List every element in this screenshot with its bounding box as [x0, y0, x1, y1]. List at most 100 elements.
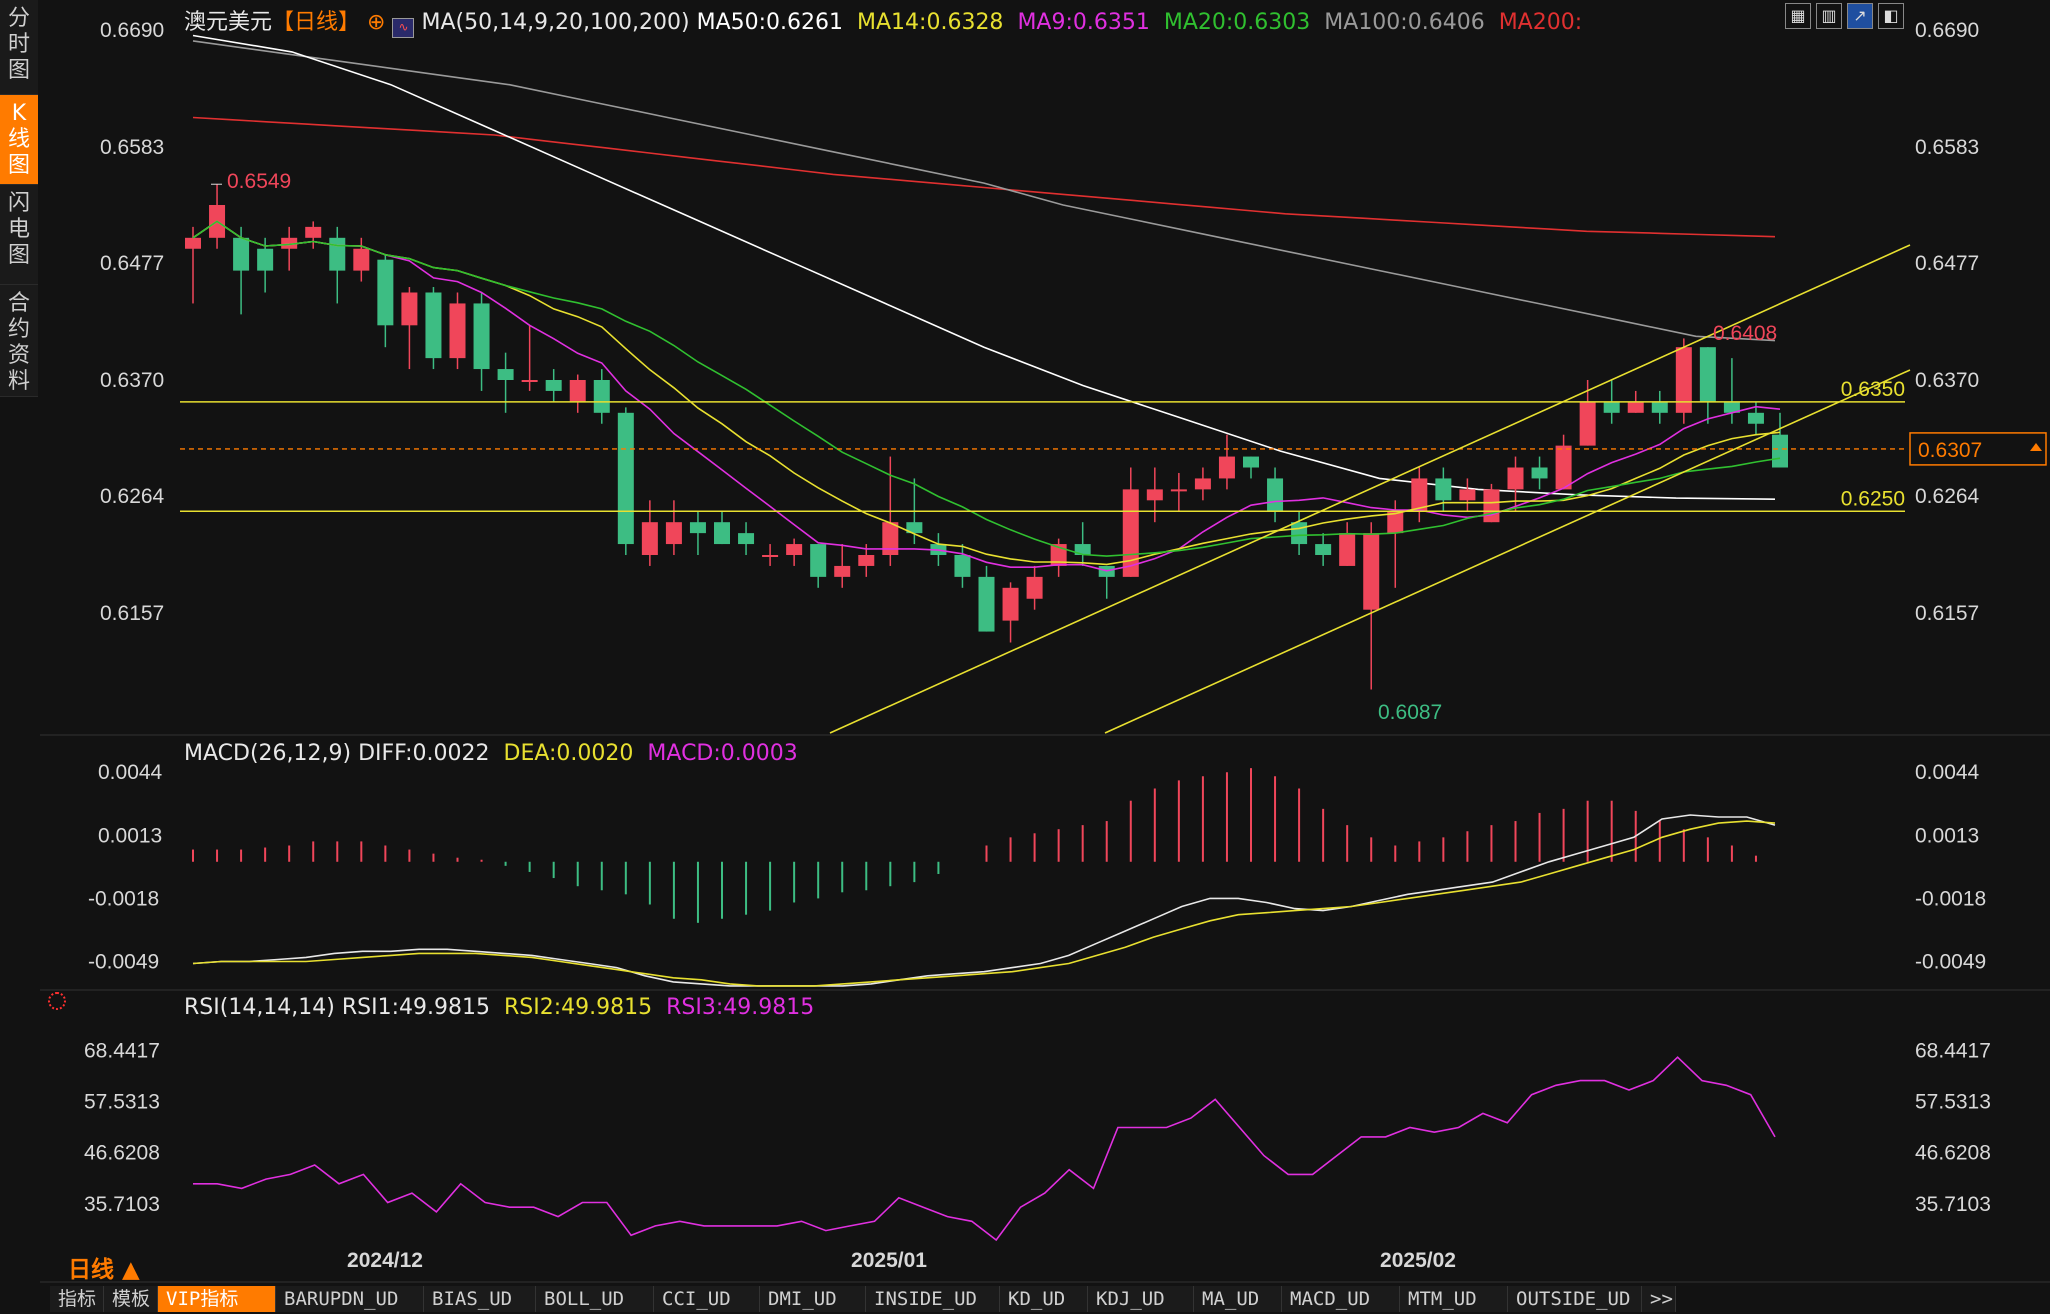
- ma50-value: MA50:0.6261: [696, 10, 844, 35]
- candle-body: [497, 369, 514, 380]
- candle-body: [1074, 544, 1091, 555]
- candle-body: [1050, 544, 1067, 566]
- candle-body: [281, 237, 298, 249]
- toolbar-item-barupdn-ud[interactable]: BARUPDN_UD: [276, 1286, 424, 1312]
- rsi-header: RSI(14,14,14) RSI1:49.9815 RSI2:49.9815 …: [184, 995, 814, 1020]
- period-footer[interactable]: 日线 ▲: [68, 1257, 140, 1283]
- candle-body: [1555, 445, 1572, 490]
- toolbar-item--[interactable]: 模板: [104, 1286, 158, 1312]
- indicator-icon[interactable]: ∿: [392, 18, 415, 38]
- candle-body: [1459, 489, 1476, 501]
- toolbar-item-kdj-ud[interactable]: KDJ_UD: [1088, 1286, 1194, 1312]
- trendline-lower: [1104, 369, 1911, 734]
- candle-body: [473, 303, 490, 370]
- price-axis-right-label: 0.6583: [1915, 136, 1979, 159]
- x-axis-date-label: 2025/01: [851, 1249, 927, 1272]
- macd-diff-line: [192, 814, 1776, 987]
- ma14-value: MA14:0.6328: [857, 10, 1004, 35]
- candle-body: [1339, 533, 1356, 566]
- candle-body: [617, 412, 634, 545]
- resistance-label: 0.6350: [1841, 378, 1905, 401]
- price-axis-right-label: 0.6690: [1915, 19, 1979, 42]
- candle-body: [1026, 576, 1043, 599]
- ma200-value: MA200:: [1498, 10, 1583, 35]
- toolbar-item--[interactable]: >>: [1642, 1286, 1676, 1312]
- rsi-axis-left-label: 68.4417: [84, 1039, 160, 1062]
- rsi-settings-icon[interactable]: [48, 992, 66, 1010]
- ma200-line: [192, 116, 1776, 238]
- candle-body: [1627, 401, 1644, 413]
- candle-body: [545, 380, 562, 391]
- candle-body: [233, 237, 250, 271]
- candle-body: [1291, 522, 1308, 545]
- crosshair-icon[interactable]: ⊕: [367, 10, 386, 35]
- candle-body: [834, 565, 851, 577]
- panel-split-icon[interactable]: ▥: [1816, 3, 1842, 29]
- candle-body: [185, 237, 201, 249]
- candle-body: [377, 259, 394, 326]
- toolbar-item-dmi-ud[interactable]: DMI_UD: [760, 1286, 866, 1312]
- side-tab-2[interactable]: 闪电图: [0, 185, 38, 285]
- candle-body: [1002, 587, 1019, 621]
- candle-body: [1411, 478, 1428, 512]
- ma100-value: MA100:0.6406: [1324, 10, 1485, 35]
- macd-axis-left-label: 0.0044: [98, 761, 163, 784]
- rsi2-value: RSI2:49.9815: [504, 995, 653, 1020]
- rsi3-value: RSI3:49.9815: [666, 995, 815, 1020]
- candle-body: [1699, 347, 1716, 402]
- candle-body: [665, 522, 682, 545]
- rsi-axis-left-label: 57.5313: [84, 1091, 160, 1114]
- price-axis-left-label: 0.6370: [100, 369, 164, 392]
- ma50-line: [192, 34, 1776, 500]
- rsi-axis-right-label: 46.6208: [1915, 1142, 1991, 1165]
- candle-body: [1723, 401, 1740, 413]
- candle-body: [762, 555, 779, 557]
- side-tab-3[interactable]: 合约资料: [0, 285, 38, 397]
- current-price-arrow-icon: [2030, 443, 2042, 451]
- window-toggle-icon[interactable]: ◧: [1878, 3, 1904, 29]
- macd-axis-right-label: -0.0018: [1915, 887, 1986, 910]
- macd-axis-left-label: -0.0049: [88, 951, 159, 974]
- toolbar-item-kd-ud[interactable]: KD_UD: [1000, 1286, 1088, 1312]
- toolbar-item--[interactable]: 指标: [50, 1286, 104, 1312]
- candle-body: [954, 555, 971, 577]
- macd-dea-line: [192, 820, 1776, 987]
- side-tab-0[interactable]: 分时图: [0, 0, 38, 95]
- current-price-label: 0.6307: [1918, 439, 1982, 462]
- chart-type-icon[interactable]: ↗: [1847, 3, 1873, 29]
- period-label[interactable]: 【日线】: [272, 10, 361, 35]
- candle-body: [1531, 467, 1548, 479]
- layout-grid-icon[interactable]: ▦: [1785, 3, 1811, 29]
- toolbar-item-vip-[interactable]: VIP指标: [158, 1286, 276, 1312]
- candle-body: [593, 380, 610, 413]
- rsi-params: RSI(14,14,14): [184, 995, 335, 1020]
- rsi-axis-right-label: 57.5313: [1915, 1091, 1991, 1114]
- ma9-value: MA9:0.6351: [1017, 10, 1150, 35]
- ma9-line: [192, 220, 1781, 572]
- candle-body: [1387, 511, 1404, 534]
- support-label: 0.6250: [1841, 487, 1905, 510]
- ma-params: MA(50,14,9,20,100,200): [421, 10, 690, 35]
- toolbar-item-boll-ud[interactable]: BOLL_UD: [536, 1286, 654, 1312]
- toolbar-item-inside-ud[interactable]: INSIDE_UD: [866, 1286, 1000, 1312]
- candle-body: [257, 248, 274, 271]
- toolbar-item-ma-ud[interactable]: MA_UD: [1194, 1286, 1282, 1312]
- toolbar-item-outside-ud[interactable]: OUTSIDE_UD: [1508, 1286, 1642, 1312]
- x-axis-date-label: 2025/02: [1380, 1249, 1456, 1272]
- candle-body: [858, 555, 875, 566]
- candle-body: [425, 292, 442, 359]
- toolbar-item-mtm-ud[interactable]: MTM_UD: [1400, 1286, 1508, 1312]
- candle-body: [641, 522, 658, 555]
- candle-body: [329, 237, 346, 271]
- candle-body: [1507, 467, 1524, 490]
- macd-value: MACD:0.0003: [647, 741, 798, 766]
- toolbar-item-macd-ud[interactable]: MACD_UD: [1282, 1286, 1400, 1312]
- candle-body: [1218, 456, 1235, 479]
- toolbar-item-bias-ud[interactable]: BIAS_UD: [424, 1286, 536, 1312]
- candle-body: [1435, 478, 1452, 501]
- price-axis-right-label: 0.6477: [1915, 252, 1979, 275]
- toolbar-item-cci-ud[interactable]: CCI_UD: [654, 1286, 760, 1312]
- candle-body: [1483, 489, 1500, 523]
